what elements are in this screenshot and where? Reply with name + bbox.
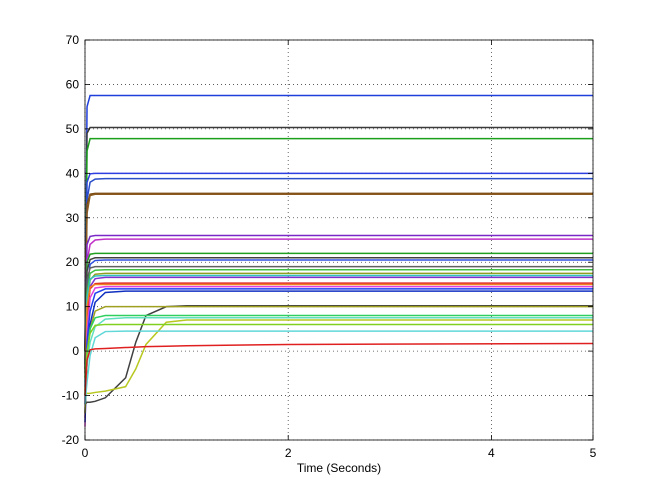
series-line bbox=[84, 265, 593, 365]
plot-frame bbox=[84, 39, 594, 441]
x-tick-label: 4 bbox=[488, 446, 495, 460]
series-line bbox=[84, 317, 593, 387]
series-line bbox=[84, 193, 593, 361]
y-tick-label: 30 bbox=[66, 211, 80, 225]
y-tick-label: 60 bbox=[66, 77, 80, 91]
series-line bbox=[84, 305, 593, 405]
series-line bbox=[84, 330, 593, 405]
series-line bbox=[84, 257, 593, 369]
y-tick-label: 40 bbox=[66, 166, 80, 180]
x-tick-label: 0 bbox=[82, 446, 89, 460]
plot-area bbox=[85, 40, 593, 440]
y-tick-label: 20 bbox=[66, 255, 80, 269]
series-line bbox=[84, 283, 593, 392]
x-tick-label: 5 bbox=[590, 446, 597, 460]
series-line bbox=[84, 269, 593, 378]
series-line bbox=[85, 319, 593, 395]
x-axis-label: Time (Seconds) bbox=[297, 461, 381, 475]
series-line bbox=[84, 288, 593, 414]
series-line bbox=[84, 137, 593, 374]
series-line bbox=[84, 172, 593, 352]
series-line bbox=[84, 285, 593, 427]
series-line bbox=[84, 274, 593, 383]
y-tick-label: 10 bbox=[66, 300, 80, 314]
x-tick-label: 2 bbox=[285, 446, 292, 460]
y-tick-label: 50 bbox=[66, 122, 80, 136]
series-line bbox=[84, 323, 593, 378]
series-line bbox=[84, 177, 593, 365]
lines bbox=[84, 94, 594, 427]
y-tick-label: -10 bbox=[62, 389, 80, 403]
series-line bbox=[84, 238, 593, 374]
y-tick-label: 70 bbox=[66, 33, 80, 47]
series-line bbox=[84, 252, 593, 352]
series-line bbox=[84, 94, 593, 352]
y-tick-label: 0 bbox=[72, 344, 79, 358]
series-line bbox=[84, 234, 593, 352]
y-tick-label: -20 bbox=[62, 433, 80, 447]
